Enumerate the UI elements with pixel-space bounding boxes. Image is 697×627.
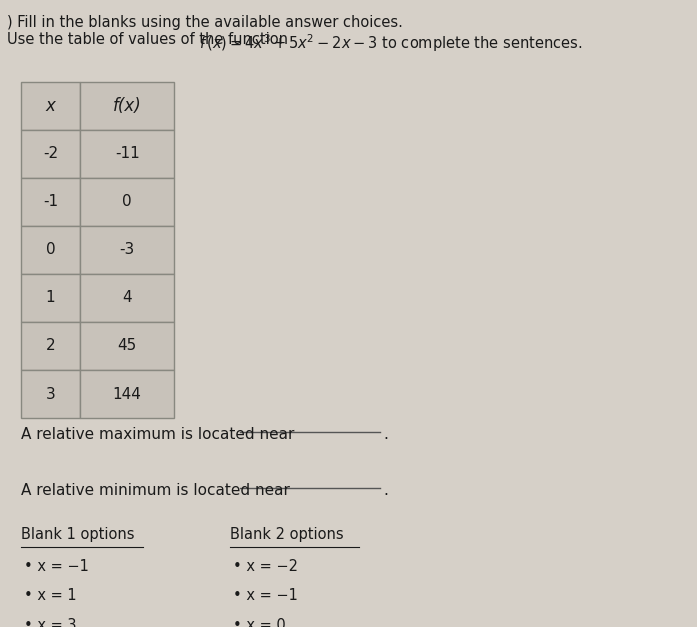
Text: -3: -3 (120, 243, 135, 258)
Text: • x = 0: • x = 0 (233, 618, 286, 627)
Bar (80, 322, 174, 370)
Text: • x = −1: • x = −1 (24, 559, 89, 574)
Text: .: . (383, 428, 388, 443)
Text: 2: 2 (46, 339, 55, 354)
Text: • x = −2: • x = −2 (233, 559, 298, 574)
Text: 4: 4 (123, 290, 132, 305)
Text: • x = 1: • x = 1 (24, 588, 77, 603)
Text: -11: -11 (115, 147, 139, 162)
Text: Blank 1 options: Blank 1 options (21, 527, 135, 542)
Text: Use the table of values of the function: Use the table of values of the function (7, 32, 293, 47)
Bar (80, 226, 174, 274)
Text: .: . (383, 483, 388, 498)
Text: ) Fill in the blanks using the available answer choices.: ) Fill in the blanks using the available… (7, 14, 403, 29)
Bar (80, 178, 174, 226)
Text: 0: 0 (46, 243, 55, 258)
Bar (80, 130, 174, 178)
Text: f(x): f(x) (113, 97, 141, 115)
Text: • x = 3: • x = 3 (24, 618, 77, 627)
Text: A relative minimum is located near: A relative minimum is located near (21, 483, 290, 498)
Text: 1: 1 (46, 290, 55, 305)
Text: • x = −1: • x = −1 (233, 588, 298, 603)
Bar (21, 82, 80, 130)
Bar (80, 274, 174, 322)
Bar (21, 370, 80, 418)
Bar (21, 178, 80, 226)
Text: x: x (45, 97, 56, 115)
Text: Blank 2 options: Blank 2 options (230, 527, 344, 542)
Bar (21, 274, 80, 322)
Text: A relative maximum is located near: A relative maximum is located near (21, 428, 294, 443)
Bar (21, 130, 80, 178)
Text: -1: -1 (43, 194, 58, 209)
Bar (80, 82, 174, 130)
Bar (21, 322, 80, 370)
Bar (80, 370, 174, 418)
Text: 0: 0 (123, 194, 132, 209)
Text: 3: 3 (46, 386, 55, 401)
Text: -2: -2 (43, 147, 58, 162)
Text: 45: 45 (118, 339, 137, 354)
Text: $f\,(x) = 4x^3 + 5x^2 - 2x - 3$ to complete the sentences.: $f\,(x) = 4x^3 + 5x^2 - 2x - 3$ to compl… (199, 32, 582, 54)
Bar (21, 226, 80, 274)
Text: 144: 144 (113, 386, 141, 401)
